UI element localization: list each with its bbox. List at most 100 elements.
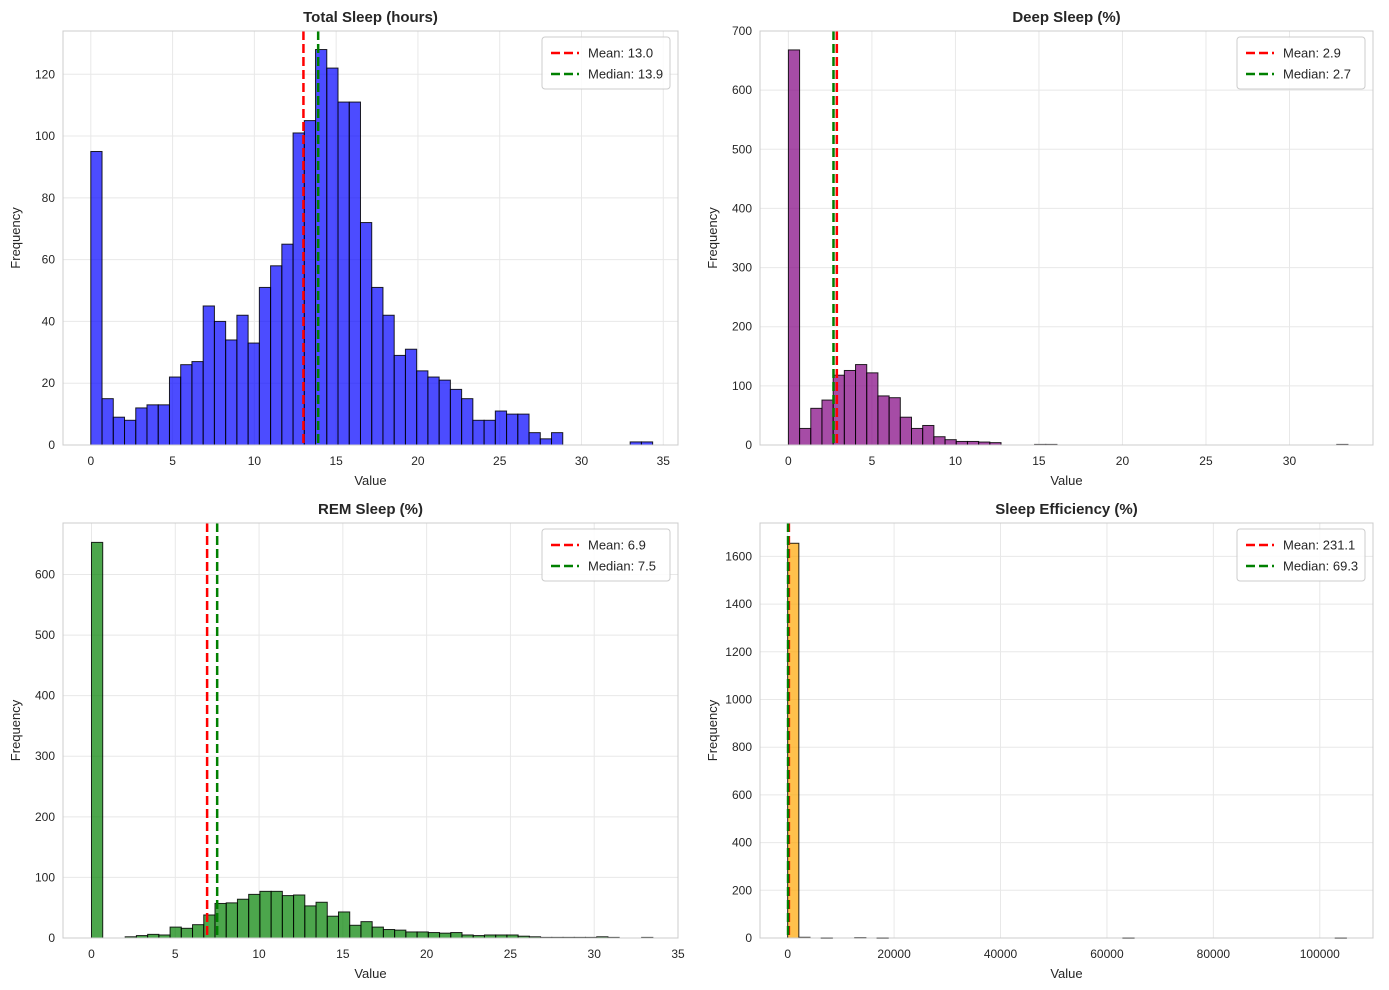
y-axis-label: Frequency bbox=[705, 207, 720, 269]
x-axis-label: Value bbox=[354, 966, 386, 981]
x-tick-label: 0 bbox=[87, 454, 94, 468]
legend-label: Mean: 2.9 bbox=[1283, 46, 1341, 61]
histogram-bar bbox=[551, 432, 564, 446]
x-tick-label: 0 bbox=[784, 947, 791, 961]
x-tick-label: 20 bbox=[1116, 454, 1130, 468]
histogram-bar bbox=[461, 398, 474, 446]
y-tick-label: 500 bbox=[732, 142, 752, 156]
histogram-bar bbox=[270, 265, 283, 446]
histogram-bar bbox=[304, 905, 317, 939]
histogram-bar bbox=[202, 305, 215, 446]
histogram-bar bbox=[348, 101, 361, 446]
x-tick-label: 20 bbox=[420, 947, 434, 961]
histogram-bar bbox=[382, 929, 396, 939]
histogram-bar bbox=[821, 399, 834, 446]
histogram-bar bbox=[303, 120, 317, 446]
chart-title: Total Sleep (hours) bbox=[303, 9, 438, 26]
histogram-bar bbox=[337, 101, 350, 446]
histogram-bar bbox=[146, 404, 159, 446]
y-tick-label: 20 bbox=[42, 376, 56, 390]
histogram-bar bbox=[147, 933, 160, 939]
y-tick-label: 300 bbox=[732, 261, 752, 275]
histogram-bar bbox=[449, 388, 463, 446]
chart-title: Deep Sleep (%) bbox=[1012, 9, 1120, 26]
legend: Mean: 6.9 Median: 7.5 bbox=[541, 528, 671, 582]
legend-box bbox=[541, 528, 671, 582]
histogram-bar bbox=[787, 49, 801, 446]
histogram-bar bbox=[843, 369, 857, 446]
legend: Mean: 13.0 Median: 13.9 bbox=[541, 36, 671, 90]
histogram-bar bbox=[427, 376, 440, 446]
histogram-bar bbox=[450, 932, 463, 939]
histogram-bar bbox=[427, 932, 441, 939]
x-tick-label: 25 bbox=[504, 947, 518, 961]
y-tick-label: 500 bbox=[35, 628, 55, 642]
legend-label: Mean: 231.1 bbox=[1283, 538, 1355, 553]
y-tick-label: 600 bbox=[732, 83, 752, 97]
legend-label: Median: 69.3 bbox=[1283, 559, 1358, 574]
histogram-bar bbox=[259, 890, 272, 939]
y-tick-label: 0 bbox=[745, 931, 752, 945]
histogram-bar bbox=[180, 364, 193, 446]
y-tick-label: 100 bbox=[35, 129, 55, 143]
y-tick-label: 120 bbox=[35, 67, 55, 81]
x-tick-label: 60000 bbox=[1090, 947, 1124, 961]
histogram-bar bbox=[192, 924, 205, 939]
histogram-bar bbox=[270, 890, 283, 939]
chart-title: Sleep Efficiency (%) bbox=[995, 501, 1138, 518]
histogram-bar bbox=[517, 413, 530, 446]
histogram-bar bbox=[910, 427, 924, 446]
legend-label: Mean: 6.9 bbox=[588, 538, 646, 553]
histogram-bar bbox=[112, 416, 126, 446]
histogram-bar bbox=[539, 438, 553, 446]
y-tick-label: 60 bbox=[42, 253, 56, 267]
y-tick-label: 0 bbox=[48, 931, 55, 945]
histogram-bar bbox=[203, 914, 216, 939]
histogram-bar bbox=[225, 902, 238, 939]
histogram-bar bbox=[359, 222, 373, 446]
x-tick-label: 25 bbox=[1199, 454, 1213, 468]
chart-panel-3: 0 5 10 15 20 25 30 35 0 100 200 300 400 500 600 REM Sle… bbox=[8, 501, 685, 981]
x-tick-label: 10 bbox=[248, 454, 262, 468]
plot-frame bbox=[759, 30, 1374, 446]
histogram-bar bbox=[832, 374, 845, 446]
histogram-bar bbox=[101, 398, 114, 446]
histogram-bar bbox=[236, 898, 250, 939]
histogram-bar bbox=[404, 348, 418, 446]
y-tick-label: 200 bbox=[732, 320, 752, 334]
histogram-bar bbox=[933, 436, 946, 446]
x-tick-label: 30 bbox=[1283, 454, 1297, 468]
x-tick-label: 15 bbox=[329, 454, 343, 468]
histogram-bar bbox=[360, 921, 373, 939]
y-tick-label: 400 bbox=[732, 836, 752, 850]
x-tick-label: 0 bbox=[785, 454, 792, 468]
histogram-bar bbox=[258, 286, 272, 446]
histogram-bar bbox=[506, 413, 519, 446]
plot-frame bbox=[62, 30, 679, 446]
x-tick-label: 35 bbox=[671, 947, 685, 961]
y-tick-label: 40 bbox=[42, 314, 56, 328]
histogram-bar bbox=[877, 395, 890, 446]
histogram-bar bbox=[966, 440, 980, 446]
plot-frame bbox=[62, 522, 679, 939]
x-axis-label: Value bbox=[1050, 966, 1082, 981]
x-tick-label: 100000 bbox=[1300, 947, 1340, 961]
y-tick-label: 1000 bbox=[725, 692, 752, 706]
histogram-bar bbox=[90, 541, 104, 939]
histogram-bar bbox=[472, 419, 485, 446]
y-tick-label: 200 bbox=[35, 810, 55, 824]
histogram-bar bbox=[439, 932, 452, 939]
histogram-bar bbox=[888, 397, 901, 446]
legend-box bbox=[1236, 528, 1366, 582]
x-tick-label: 0 bbox=[88, 947, 95, 961]
histogram-bar bbox=[169, 926, 182, 939]
y-tick-label: 1600 bbox=[725, 549, 752, 563]
histogram-bar bbox=[213, 320, 227, 446]
x-tick-label: 20 bbox=[411, 454, 425, 468]
histogram-bar bbox=[281, 243, 294, 446]
histogram-bar bbox=[281, 895, 295, 939]
x-tick-label: 5 bbox=[869, 454, 876, 468]
y-axis-label: Frequency bbox=[8, 699, 23, 761]
x-tick-label: 80000 bbox=[1197, 947, 1231, 961]
